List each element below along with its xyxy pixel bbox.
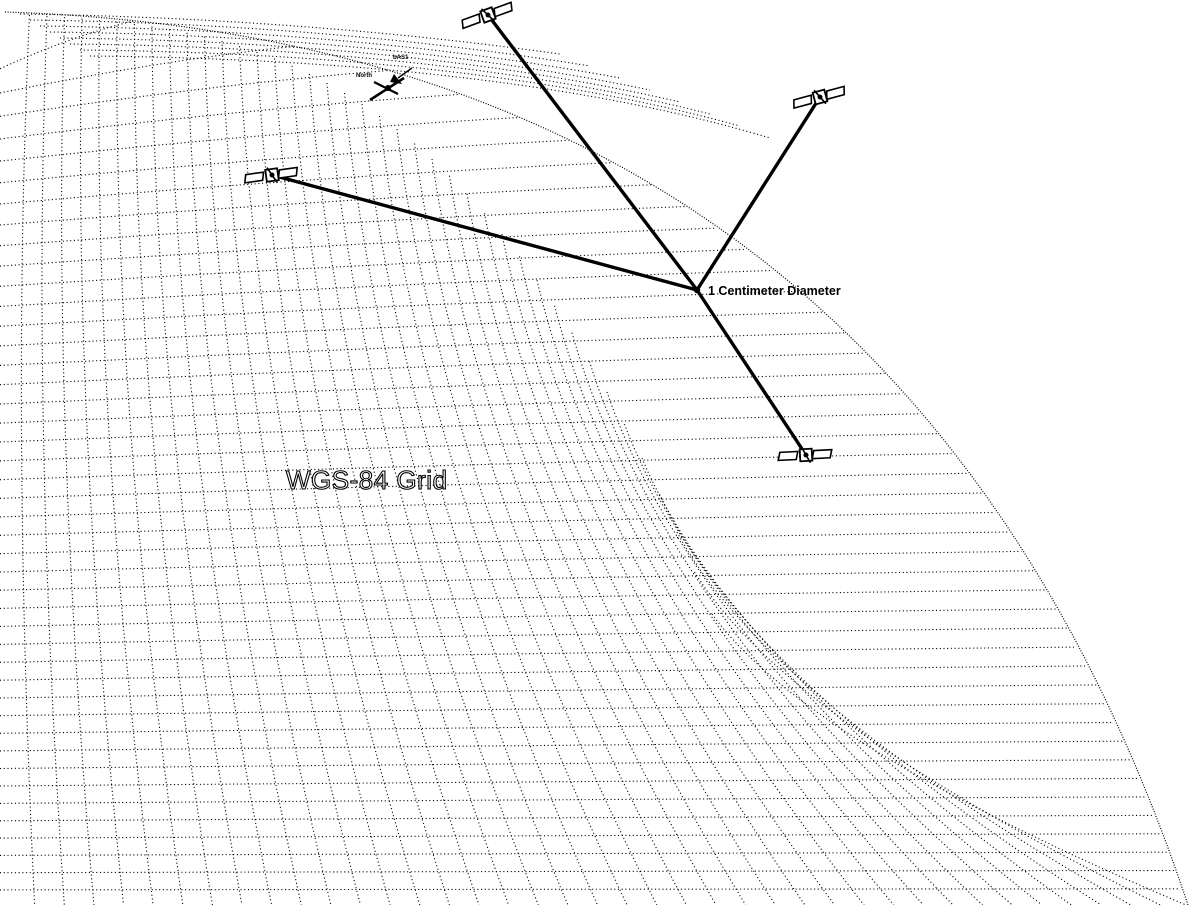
latitude-line [0,393,903,424]
latitude-line [0,777,1140,787]
latitude-line [0,570,1035,591]
signal-lines [270,13,822,457]
satellite-icon [777,446,833,464]
polar-dense-line [89,55,771,139]
satellite-icon [243,166,299,184]
longitude-line [623,424,1043,906]
longitude-line [221,41,362,906]
north-label: North [356,73,372,79]
latitude-line [0,139,569,184]
signal-ray [270,173,699,292]
longitude-line [203,36,332,906]
longitude-line [79,18,125,906]
latitude-line [0,589,1045,609]
latitude-line [0,869,1175,874]
latitude-line [0,290,799,327]
latitude-line [0,117,518,162]
longitude-line [694,571,1161,906]
grid-label: WGS-84 Grid [285,464,448,495]
longitude-line [518,256,865,906]
longitude-line [326,82,539,906]
latitude-line [0,332,846,366]
site-label: bAS1 [393,55,409,61]
latitude-line [0,511,996,536]
longitude-line [378,115,628,906]
latitude-line [0,227,717,267]
latitude-line [0,531,1009,555]
longitude-line [116,21,184,906]
latitude-line [0,627,1067,645]
latitude-line [0,372,885,405]
target-point [693,286,701,294]
longitude-line [588,361,983,906]
latitude-line [0,93,461,140]
globe-limb [4,11,1189,906]
latitude-line [0,684,1098,699]
polar-dense-line [39,25,621,79]
longitude-line [238,46,391,906]
longitude-line [483,213,806,906]
latitude-line [0,740,1123,752]
longitude-line [308,73,510,906]
latitude-line [0,70,387,117]
longitude-line [151,26,243,906]
longitude-line [413,143,687,906]
latitude-line [0,45,294,94]
longitude-line [536,280,895,906]
ground-station-icon [369,67,413,102]
longitude-line [168,29,273,906]
latitude-line [0,721,1114,734]
signal-ray [486,13,699,292]
latitude-line [0,162,613,205]
longitude-line [98,20,154,906]
satellite-icon [461,1,513,30]
longitude-line [20,14,36,906]
signal-ray [695,288,808,457]
target-label: 1 Centimeter Diameter [708,284,841,298]
latitude-line [0,492,982,518]
longitude-line [361,103,599,906]
latitude-line [0,20,134,70]
latitude-line [0,433,938,462]
satellites [243,1,846,464]
satellite-icon [793,85,846,110]
longitude-line [133,23,213,906]
signal-ray [695,95,822,292]
longitude-line [711,613,1187,906]
polar-dense-line [59,37,681,103]
latitude-line [0,550,1022,573]
latitude-line [0,833,1161,839]
longitude-line [343,92,569,906]
polar-dense-line [49,31,651,91]
polar-dense-line [69,43,711,115]
longitude-line [61,17,95,906]
latitude-line [0,888,1181,891]
latitude-line [0,248,747,287]
longitude-line [291,65,480,906]
latitude-line [0,352,864,386]
wgs84-grid-lines [0,11,1189,908]
latitude-line [0,608,1057,627]
latitude-line [0,703,1105,717]
latitude-line [0,269,773,307]
longitude-line [571,332,954,906]
latitude-line [0,851,1169,856]
latitude-line [0,814,1155,822]
latitude-line [0,796,1147,804]
latitude-line [0,472,968,499]
longitude-line [431,158,717,906]
latitude-line [0,759,1132,770]
latitude-line [0,646,1077,663]
longitude-line [676,531,1132,906]
latitude-line [0,665,1086,681]
longitude-line [41,16,65,906]
longitude-line [186,32,302,906]
longitude-line [553,305,924,906]
latitude-line [0,205,686,247]
latitude-line [0,311,824,347]
latitude-line [0,413,921,443]
